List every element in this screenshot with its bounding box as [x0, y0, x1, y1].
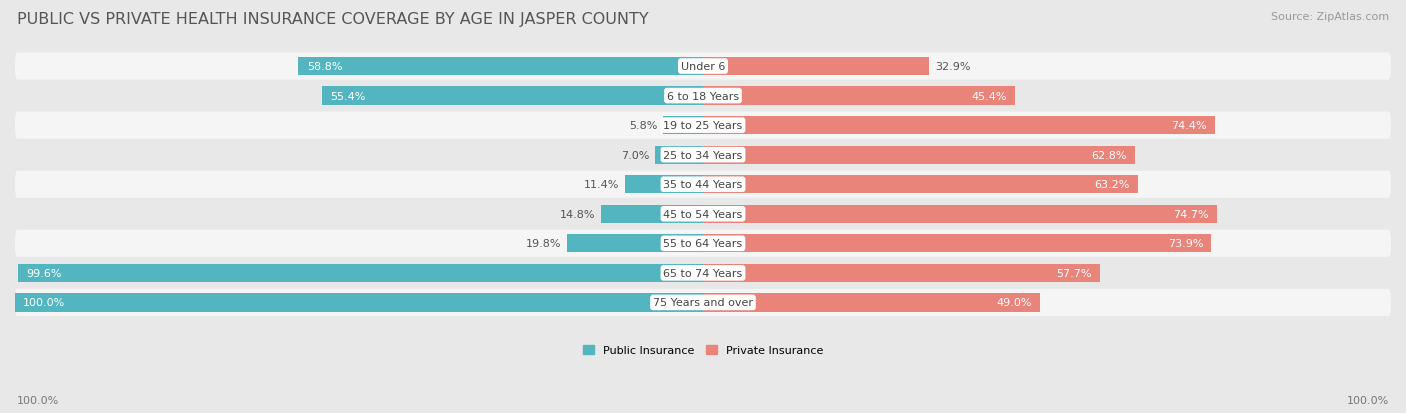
Bar — [322, 87, 703, 105]
Text: 55 to 64 Years: 55 to 64 Years — [664, 239, 742, 249]
Bar — [703, 235, 1212, 253]
Text: 58.8%: 58.8% — [307, 62, 342, 72]
Text: 74.7%: 74.7% — [1173, 209, 1209, 219]
Text: 49.0%: 49.0% — [997, 298, 1032, 308]
Text: 7.0%: 7.0% — [621, 150, 650, 160]
Bar — [703, 294, 1040, 312]
Bar — [18, 264, 703, 282]
Text: Source: ZipAtlas.com: Source: ZipAtlas.com — [1271, 12, 1389, 22]
FancyBboxPatch shape — [15, 142, 1391, 169]
FancyBboxPatch shape — [15, 260, 1391, 287]
Bar — [703, 176, 1137, 194]
Text: Under 6: Under 6 — [681, 62, 725, 72]
FancyBboxPatch shape — [15, 289, 1391, 316]
Text: 11.4%: 11.4% — [583, 180, 619, 190]
Text: 74.4%: 74.4% — [1171, 121, 1206, 131]
Text: 100.0%: 100.0% — [24, 298, 66, 308]
Text: 19 to 25 Years: 19 to 25 Years — [664, 121, 742, 131]
Legend: Public Insurance, Private Insurance: Public Insurance, Private Insurance — [579, 340, 827, 360]
Text: 5.8%: 5.8% — [630, 121, 658, 131]
Bar — [703, 205, 1218, 223]
Text: 100.0%: 100.0% — [17, 395, 59, 405]
Text: 32.9%: 32.9% — [935, 62, 970, 72]
Text: 100.0%: 100.0% — [1347, 395, 1389, 405]
Bar — [703, 58, 929, 76]
Text: 45.4%: 45.4% — [972, 91, 1007, 101]
FancyBboxPatch shape — [15, 171, 1391, 198]
FancyBboxPatch shape — [15, 112, 1391, 139]
Text: 62.8%: 62.8% — [1091, 150, 1126, 160]
Bar — [15, 294, 703, 312]
FancyBboxPatch shape — [15, 201, 1391, 228]
Text: 57.7%: 57.7% — [1056, 268, 1091, 278]
Bar — [703, 117, 1215, 135]
Text: 75 Years and over: 75 Years and over — [652, 298, 754, 308]
Bar — [703, 87, 1015, 105]
Text: 6 to 18 Years: 6 to 18 Years — [666, 91, 740, 101]
Text: 14.8%: 14.8% — [560, 209, 596, 219]
Text: 35 to 44 Years: 35 to 44 Years — [664, 180, 742, 190]
Bar — [567, 235, 703, 253]
Text: 73.9%: 73.9% — [1167, 239, 1204, 249]
Bar — [664, 117, 703, 135]
FancyBboxPatch shape — [15, 230, 1391, 257]
Text: 45 to 54 Years: 45 to 54 Years — [664, 209, 742, 219]
Bar — [655, 146, 703, 164]
Text: 19.8%: 19.8% — [526, 239, 561, 249]
Bar — [298, 58, 703, 76]
FancyBboxPatch shape — [15, 83, 1391, 110]
Text: 55.4%: 55.4% — [330, 91, 366, 101]
FancyBboxPatch shape — [15, 53, 1391, 81]
Text: 99.6%: 99.6% — [25, 268, 62, 278]
Bar — [703, 146, 1135, 164]
Text: 63.2%: 63.2% — [1094, 180, 1129, 190]
Bar — [703, 264, 1099, 282]
Bar — [624, 176, 703, 194]
Text: 25 to 34 Years: 25 to 34 Years — [664, 150, 742, 160]
Text: 65 to 74 Years: 65 to 74 Years — [664, 268, 742, 278]
Bar — [602, 205, 703, 223]
Text: PUBLIC VS PRIVATE HEALTH INSURANCE COVERAGE BY AGE IN JASPER COUNTY: PUBLIC VS PRIVATE HEALTH INSURANCE COVER… — [17, 12, 648, 27]
